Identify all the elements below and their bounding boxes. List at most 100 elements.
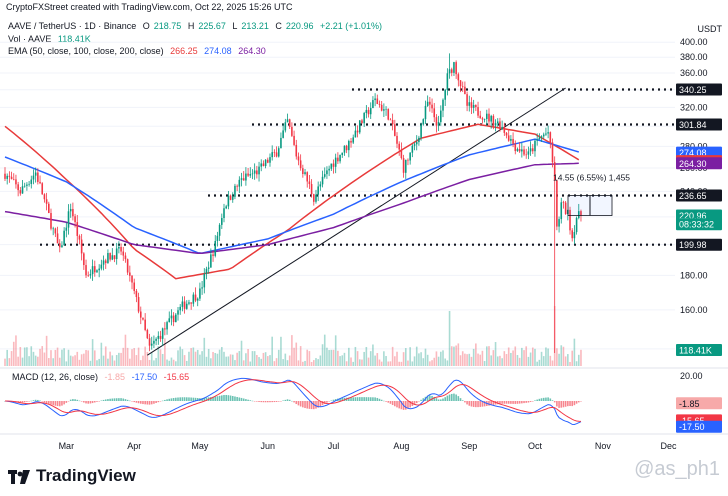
candle-body [129, 272, 131, 276]
trendline [147, 87, 566, 356]
candle-body [122, 251, 125, 256]
tradingview-logo[interactable]: TradingView [8, 466, 136, 486]
volume-bar [28, 356, 30, 366]
macd-hist-bar [352, 397, 355, 401]
candle-body [131, 275, 133, 283]
macd-hist-bar [249, 400, 252, 401]
candle-body [457, 74, 460, 81]
macd-hist-bar [262, 401, 265, 403]
volume-bar [317, 359, 319, 366]
macd-hist-bar [470, 401, 473, 407]
x-tick: Jul [328, 441, 340, 451]
candle-body [573, 232, 576, 239]
macd-hist-bar [216, 396, 219, 401]
volume-bar [551, 360, 554, 366]
candle-body [83, 253, 85, 266]
volume-bar [302, 361, 304, 366]
macd-hist-bar [378, 398, 381, 401]
volume-bar [34, 355, 37, 366]
macd-hist-bar [400, 401, 403, 410]
candle-body [175, 314, 177, 323]
macd-hist-bar [345, 397, 348, 401]
macd-hist-bar [562, 401, 565, 408]
volume-bar [161, 353, 164, 366]
volume-bar [210, 358, 212, 366]
candle-body [150, 343, 153, 346]
macd-hist-bar [341, 397, 344, 401]
macd-hist-bar [468, 401, 471, 406]
price-tick: 220.00 [680, 212, 708, 222]
macd-hist-bar [264, 401, 267, 403]
volume-bar [348, 347, 350, 366]
volume-bar [488, 346, 490, 366]
volume-bar [400, 361, 403, 366]
candle-body [486, 113, 488, 120]
macd-label[interactable]: MACD (12, 26, close) [12, 372, 99, 382]
candle-body [304, 172, 306, 174]
candle-body [28, 183, 30, 185]
volume-bar [356, 351, 359, 366]
volume-bar [21, 357, 24, 366]
volume-bar [115, 355, 118, 366]
macd-hist-bar [490, 401, 492, 406]
macd-hist-bar [183, 397, 186, 401]
candle-body [67, 211, 70, 228]
macd-hist-bar [407, 401, 409, 409]
candle-body [374, 98, 376, 101]
volume-bar [196, 349, 199, 366]
macd-hist-bar [459, 398, 462, 401]
candle-body [499, 121, 501, 130]
measure-tool: 14.55 (6.55%) 1,455 [553, 173, 630, 216]
macd-hist-bar [69, 399, 72, 401]
price-tick: 300.00 [680, 121, 708, 131]
candle-body [332, 163, 335, 167]
volume-bar [337, 350, 339, 366]
volume-bar [326, 347, 328, 366]
candle-body [4, 173, 6, 179]
volume-bar [262, 352, 265, 366]
macd-hist-bar [129, 400, 131, 402]
macd-hist-bar [61, 401, 63, 406]
volume-bar [521, 347, 523, 366]
macd-hist-bar [80, 401, 83, 402]
macd-hist-bar [144, 401, 146, 405]
candle-body [560, 202, 563, 220]
volume-bar [531, 347, 534, 366]
candle-body [323, 174, 326, 177]
volume-label[interactable]: Vol · AAVE [8, 34, 52, 44]
candle-body [6, 175, 8, 179]
price-label: 236.65 [679, 191, 707, 201]
candle-body [212, 254, 214, 256]
volume-bar [72, 356, 74, 366]
ema50-value: 266.25 [170, 46, 198, 56]
volume-bar [560, 345, 563, 366]
candle-body [372, 100, 374, 109]
symbol-name[interactable]: AAVE / TetherUS · 1D · Binance [8, 21, 137, 31]
candle-body [383, 109, 385, 111]
candle-body [450, 69, 453, 73]
volume-bar [245, 353, 247, 366]
macd-hist-bar [466, 401, 468, 405]
macd-hist-bar [269, 401, 271, 403]
price-tick: 260.00 [680, 163, 708, 173]
candle-body [542, 134, 545, 137]
macd-hist-bar [26, 401, 28, 402]
macd-hist-bar [527, 401, 530, 403]
volume-bar [203, 337, 206, 366]
macd-hist-bar [321, 401, 324, 406]
macd-hist-bar [418, 401, 420, 402]
macd-hist-bar [271, 401, 273, 403]
ema-label[interactable]: EMA (50, close, 100, close, 200, close) [8, 46, 164, 56]
macd-signal-value: -15.65 [163, 372, 190, 382]
macd-hist-bar [118, 398, 120, 401]
volume-bar [431, 360, 433, 366]
macd-hist-bar [348, 397, 350, 401]
volume-bar [486, 346, 488, 366]
volume-bar [295, 342, 298, 366]
candle-body [61, 245, 63, 248]
macd-hist-bar [308, 401, 311, 409]
candle-body [345, 145, 348, 151]
currency-label[interactable]: USDT [697, 24, 723, 34]
macd-hist-bar [433, 396, 436, 401]
